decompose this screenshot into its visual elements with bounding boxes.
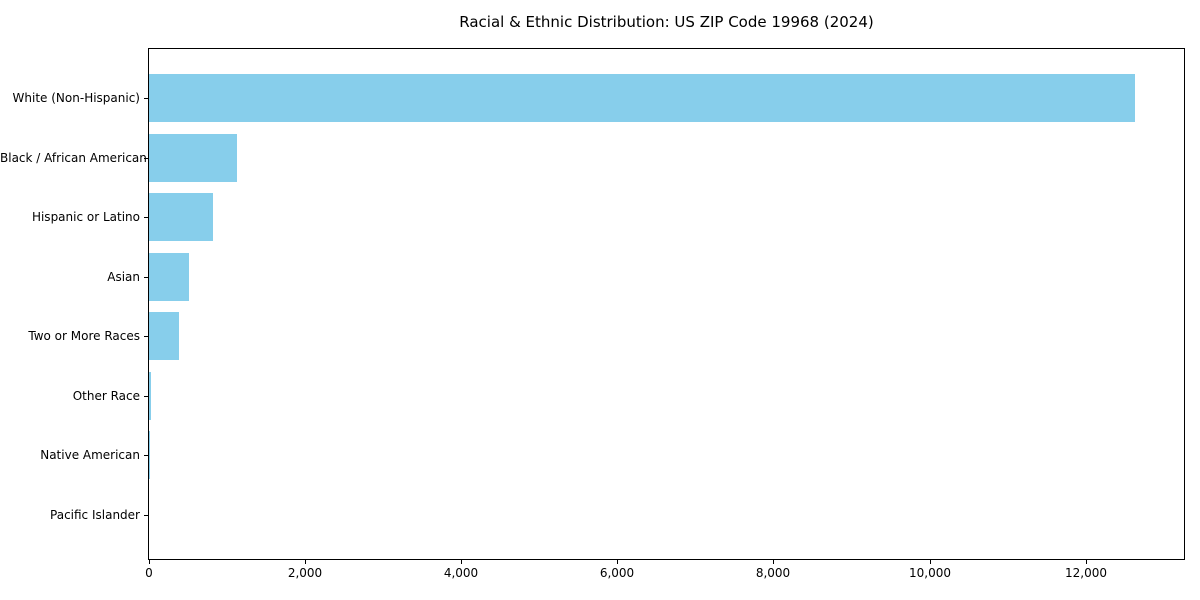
bar (149, 371, 151, 420)
bar (149, 252, 189, 301)
y-tick-label: Two or More Races (28, 329, 140, 343)
bar (149, 312, 179, 360)
x-tick-mark (149, 560, 150, 564)
x-tick-label: 12,000 (1065, 566, 1107, 580)
x-tick-mark (773, 560, 774, 564)
x-tick-label: 6,000 (599, 566, 635, 580)
y-tick-mark (144, 98, 148, 99)
bar (149, 133, 237, 182)
y-tick-label: Black / African American (0, 150, 147, 165)
y-tick-label: White (Non-Hispanic) (12, 91, 140, 105)
x-tick-mark (1086, 560, 1087, 564)
x-tick-label: 10,000 (909, 566, 951, 580)
y-tick-mark (144, 157, 148, 159)
y-tick-label: Hispanic or Latino (31, 210, 140, 224)
y-tick-label: Other Race (72, 388, 140, 403)
y-tick-mark (144, 217, 148, 218)
x-tick-mark (617, 560, 618, 564)
y-tick-label: Native American (40, 448, 140, 462)
y-tick-mark (144, 514, 148, 516)
x-tick-mark (930, 560, 931, 564)
x-tick-mark (305, 560, 306, 564)
x-tick-label: 4,000 (443, 566, 479, 580)
bar (149, 193, 213, 241)
plot-area (148, 48, 1185, 560)
x-tick-label: 8,000 (755, 566, 791, 580)
y-tick-mark (144, 276, 148, 278)
y-tick-mark (144, 336, 148, 337)
x-tick-label: 2,000 (287, 566, 323, 580)
y-tick-mark (144, 395, 148, 397)
bar (149, 431, 150, 479)
y-tick-label: Pacific Islander (50, 507, 140, 522)
y-tick-label: Asian (107, 269, 140, 284)
x-tick-mark (461, 560, 462, 564)
x-tick-label: 0 (145, 566, 153, 580)
y-tick-mark (144, 455, 148, 456)
chart-title: Racial & Ethnic Distribution: US ZIP Cod… (459, 13, 874, 31)
bar (149, 74, 1135, 122)
